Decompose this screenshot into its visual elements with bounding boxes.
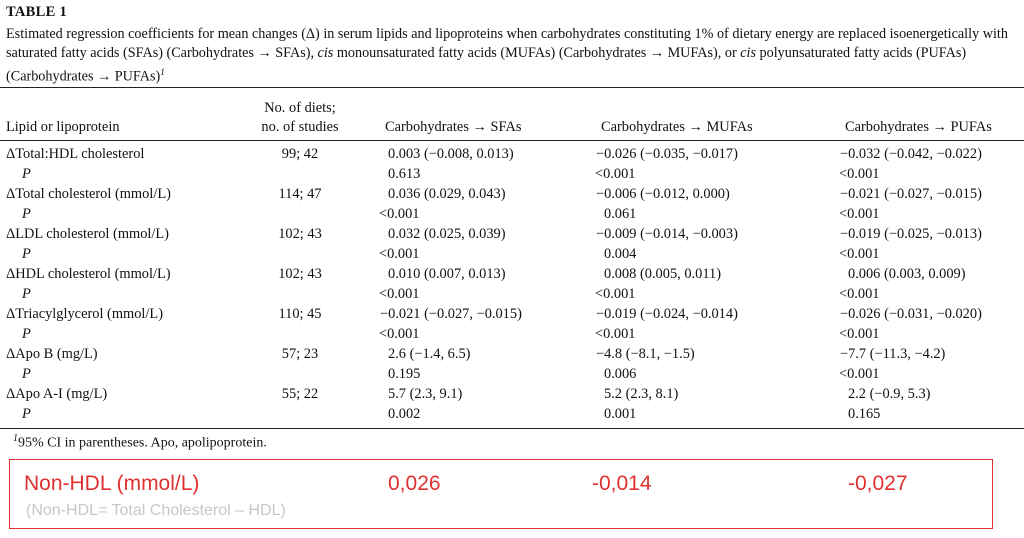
non-hdl-mufa-value: -0,014 (592, 472, 652, 495)
row-p-label: P (22, 326, 31, 342)
row-pufa-p-value: 0.165 (848, 406, 881, 422)
row-sfa-estimate: 0.010 (0.007, 0.013) (388, 266, 506, 282)
row-pufa-p-value: <0.001 (839, 246, 880, 262)
header-no-diets: No. of diets; no. of studies (261, 100, 339, 135)
row-pufa-estimate: −7.7 (−11.3, −4.2) (840, 346, 946, 362)
row-pufa-estimate: −0.032 (−0.042, −0.022) (840, 146, 982, 162)
row-mufa-estimate: −4.8 (−8.1, −1.5) (596, 346, 695, 362)
row-sfa-estimate: 2.6 (−1.4, 6.5) (388, 346, 471, 362)
row-sfa-estimate: 5.7 (2.3, 9.1) (388, 386, 463, 402)
row-label: ΔTriacylglycerol (mmol/L) (6, 306, 163, 322)
row-mufa-estimate: −0.019 (−0.024, −0.014) (596, 306, 738, 322)
non-hdl-pufa-value: -0,027 (848, 472, 908, 495)
header-pufa: Carbohydrates → PUFAs (845, 119, 992, 135)
row-sfa-estimate: −0.021 (−0.027, −0.015) (380, 306, 522, 322)
non-hdl-annotation-box: Non-HDL (mmol/L) 0,026 -0,014 -0,027 (No… (9, 459, 993, 529)
row-no-diets: 99; 42 (281, 146, 319, 162)
row-no-diets: 102; 43 (278, 266, 322, 282)
row-mufa-estimate: −0.009 (−0.014, −0.003) (596, 226, 738, 242)
row-mufa-p-value: 0.001 (604, 406, 637, 422)
row-mufa-estimate: 5.2 (2.3, 8.1) (604, 386, 679, 402)
row-no-diets: 110; 45 (278, 306, 322, 322)
bottom-rule (0, 428, 1024, 429)
table-caption: Estimated regression coefficients for me… (6, 26, 1008, 85)
row-label: ΔApo A-I (mg/L) (6, 386, 108, 402)
row-pufa-estimate: −0.021 (−0.027, −0.015) (840, 186, 982, 202)
row-sfa-p-value: <0.001 (379, 286, 420, 302)
row-sfa-p-value: <0.001 (379, 326, 420, 342)
row-sfa-p-value: 0.613 (388, 166, 421, 182)
header-rule (0, 140, 1024, 141)
row-pufa-estimate: −0.026 (−0.031, −0.020) (840, 306, 982, 322)
row-sfa-estimate: 0.036 (0.029, 0.043) (388, 186, 506, 202)
row-pufa-p-value: <0.001 (839, 206, 880, 222)
row-mufa-p-value: <0.001 (595, 166, 636, 182)
row-pufa-p-value: <0.001 (839, 166, 880, 182)
header-sfa: Carbohydrates → SFAs (385, 119, 522, 135)
row-sfa-estimate: 0.032 (0.025, 0.039) (388, 226, 506, 242)
row-label: ΔTotal:HDL cholesterol (6, 146, 145, 162)
row-sfa-p-value: 0.195 (388, 366, 421, 382)
row-p-label: P (22, 406, 31, 422)
row-mufa-estimate: 0.008 (0.005, 0.011) (604, 266, 721, 282)
row-no-diets: 114; 47 (278, 186, 322, 202)
non-hdl-note: (Non-HDL= Total Cholesterol – HDL) (26, 502, 286, 519)
row-mufa-estimate: −0.006 (−0.012, 0.000) (596, 186, 730, 202)
row-p-label: P (22, 366, 31, 382)
row-mufa-estimate: −0.026 (−0.035, −0.017) (596, 146, 738, 162)
row-pufa-p-value: <0.001 (839, 366, 880, 382)
row-no-diets: 55; 22 (281, 386, 319, 402)
row-pufa-estimate: 0.006 (0.003, 0.009) (848, 266, 966, 282)
top-rule (0, 87, 1024, 88)
table-footnote: 195% CI in parentheses. Apo, apolipoprot… (13, 433, 267, 451)
row-pufa-estimate: −0.019 (−0.025, −0.013) (840, 226, 982, 242)
row-mufa-p-value: 0.004 (604, 246, 637, 262)
table-title: TABLE 1 (6, 4, 68, 20)
non-hdl-sfa-value: 0,026 (388, 472, 441, 495)
row-mufa-p-value: <0.001 (595, 326, 636, 342)
row-pufa-estimate: 2.2 (−0.9, 5.3) (848, 386, 931, 402)
row-mufa-p-value: <0.001 (595, 286, 636, 302)
row-label: ΔLDL cholesterol (mmol/L) (6, 226, 169, 242)
row-sfa-p-value: <0.001 (379, 246, 420, 262)
row-label: ΔHDL cholesterol (mmol/L) (6, 266, 171, 282)
row-label: ΔApo B (mg/L) (6, 346, 98, 362)
row-no-diets: 57; 23 (281, 346, 319, 362)
row-mufa-p-value: 0.006 (604, 366, 637, 382)
row-sfa-estimate: 0.003 (−0.008, 0.013) (388, 146, 514, 162)
row-label: ΔTotal cholesterol (mmol/L) (6, 186, 171, 202)
row-no-diets: 102; 43 (278, 226, 322, 242)
row-pufa-p-value: <0.001 (839, 286, 880, 302)
row-p-label: P (22, 286, 31, 302)
row-sfa-p-value: <0.001 (379, 206, 420, 222)
non-hdl-label: Non-HDL (mmol/L) (24, 472, 200, 495)
header-mufa: Carbohydrates → MUFAs (601, 119, 753, 135)
row-p-label: P (22, 166, 31, 182)
row-sfa-p-value: 0.002 (388, 406, 421, 422)
row-mufa-p-value: 0.061 (604, 206, 637, 222)
row-p-label: P (22, 246, 31, 262)
row-p-label: P (22, 206, 31, 222)
header-lipid: Lipid or lipoprotein (6, 119, 120, 135)
row-pufa-p-value: <0.001 (839, 326, 880, 342)
